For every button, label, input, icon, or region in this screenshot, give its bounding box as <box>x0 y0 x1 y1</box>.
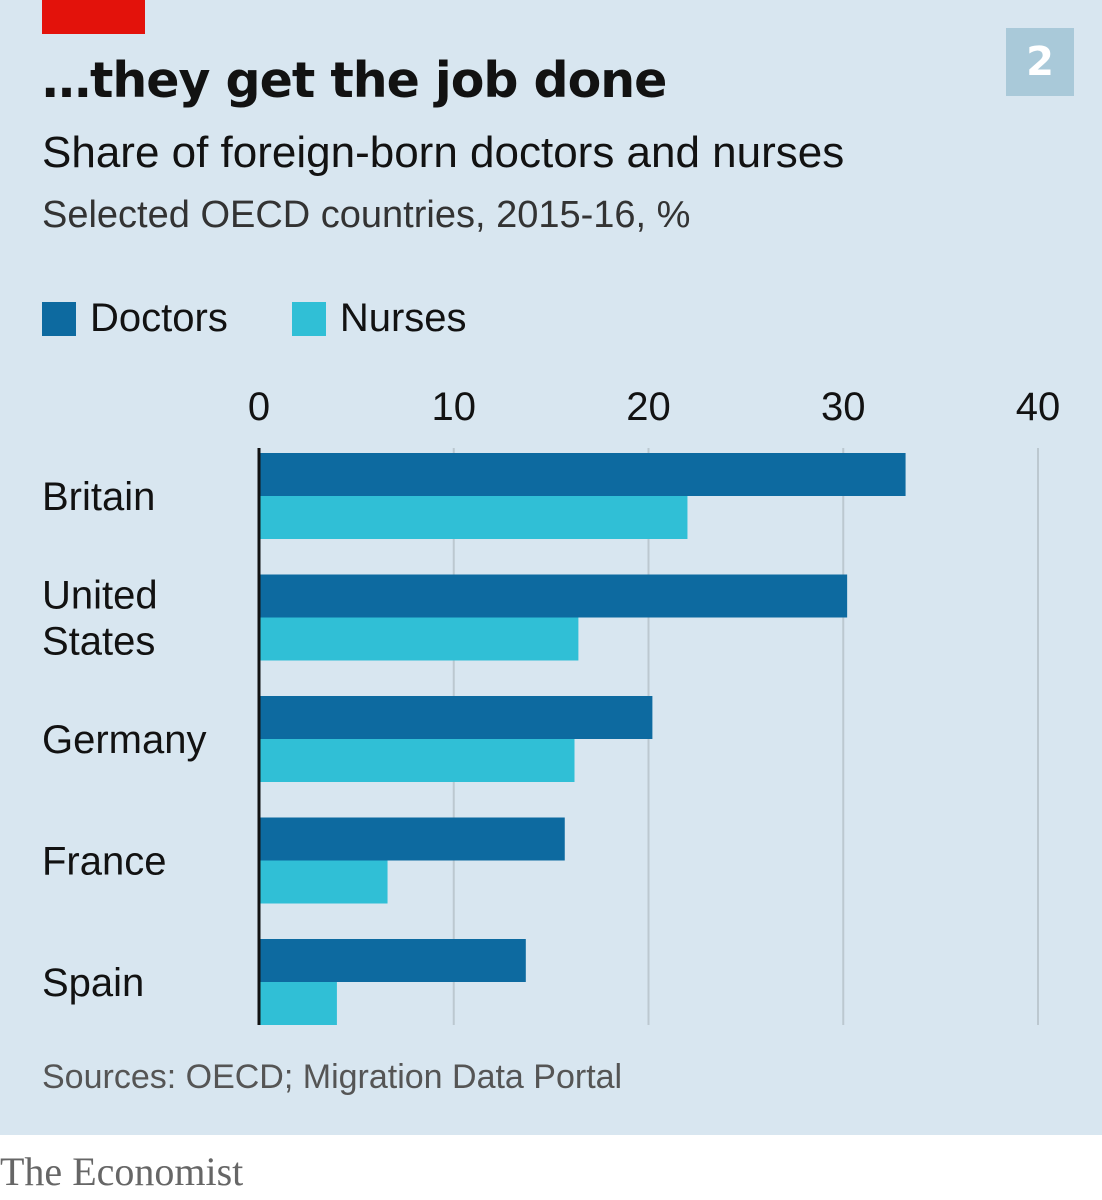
x-tick-label: 0 <box>248 385 270 429</box>
x-tick-label: 30 <box>821 385 866 429</box>
nurses-bar <box>259 982 337 1025</box>
nurses-bar <box>259 496 688 539</box>
nurses-bar <box>259 617 579 661</box>
legend-swatch-nurses <box>291 301 326 336</box>
category-label: Spain <box>42 961 144 1005</box>
red-tag <box>42 0 145 34</box>
economist-logo: The Economist <box>0 1149 244 1194</box>
category-label: Britain <box>42 475 155 519</box>
chart-panel <box>0 0 1102 1135</box>
category-label: Germany <box>42 718 207 762</box>
legend-item-nurses: Nurses <box>291 296 467 341</box>
source-note: Sources: OECD; Migration Data Portal <box>42 1058 623 1096</box>
legend-swatch-doctors <box>42 301 76 336</box>
doctors-bar <box>259 574 848 618</box>
legend-item-doctors: Doctors <box>42 296 228 341</box>
nurses-bar <box>259 860 388 904</box>
nurses-bar <box>259 739 575 782</box>
legend-label-doctors: Doctors <box>90 296 228 340</box>
chart-number-badge: 2 <box>1006 28 1074 96</box>
doctors-bar <box>259 696 653 739</box>
chart-subsubtitle: Selected OECD countries, 2015-16, % <box>42 194 691 236</box>
category-label: France <box>42 840 167 884</box>
doctors-bar <box>259 817 565 861</box>
category-label: United <box>42 574 158 618</box>
doctors-bar <box>259 939 526 982</box>
x-tick-label: 10 <box>432 385 477 429</box>
category-label: States <box>42 620 155 664</box>
chart-title: …they get the job done <box>42 52 667 109</box>
x-tick-label: 20 <box>626 385 671 429</box>
chart-subtitle: Share of foreign-born doctors and nurses <box>42 128 845 177</box>
doctors-bar <box>259 453 906 496</box>
x-tick-label: 40 <box>1016 385 1061 429</box>
legend-label-nurses: Nurses <box>339 296 467 340</box>
legend: Doctors Nurses <box>42 296 531 341</box>
